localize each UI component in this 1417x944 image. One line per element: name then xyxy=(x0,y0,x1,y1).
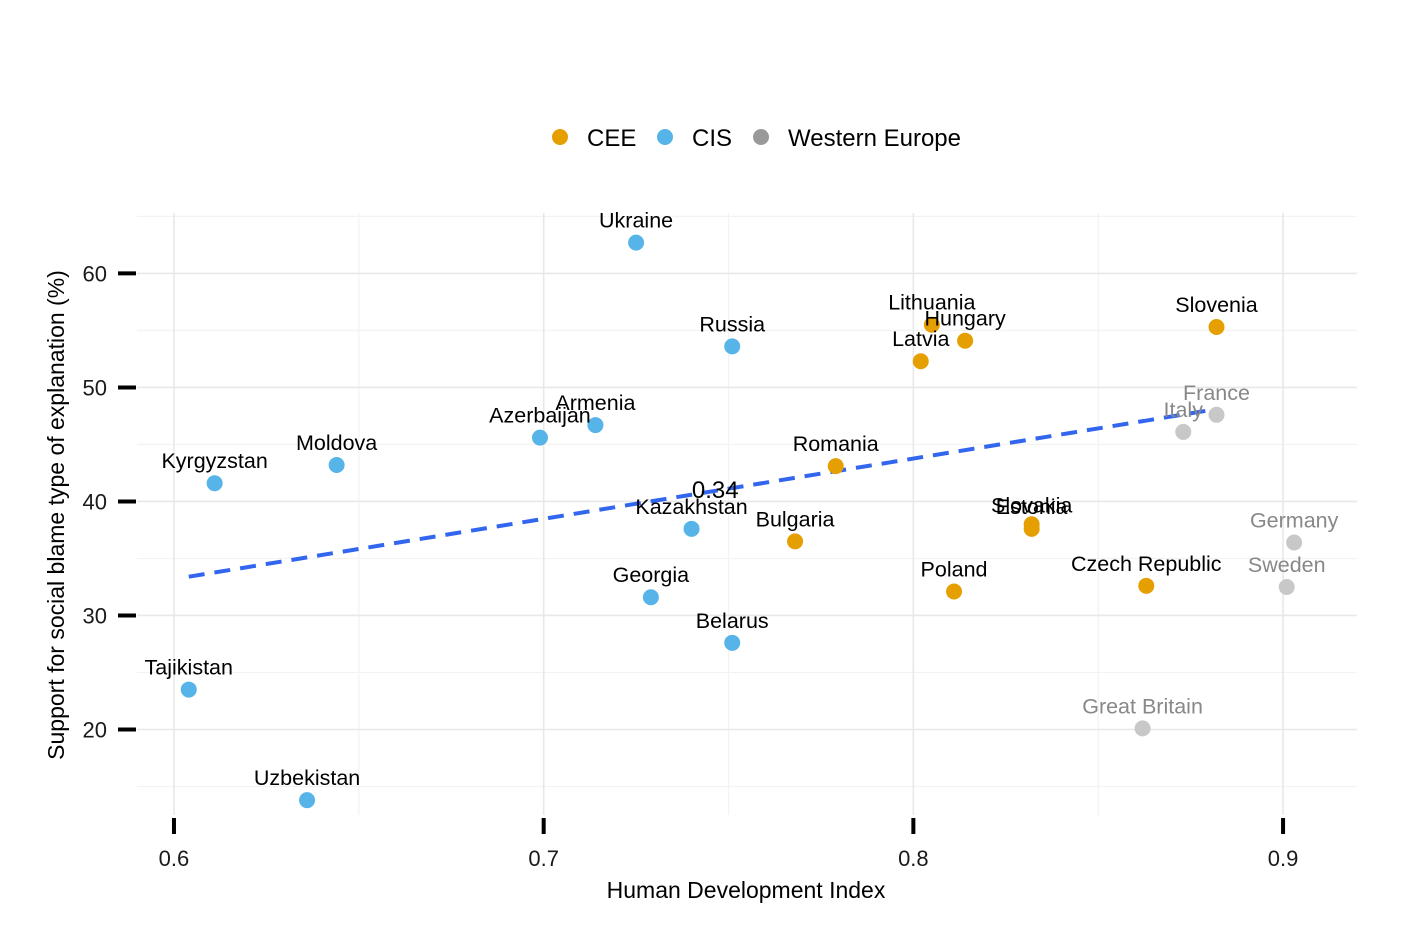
label-czech-republic: Czech Republic xyxy=(1071,552,1222,576)
point-kyrgyzstan xyxy=(206,475,223,492)
grid xyxy=(137,213,1357,815)
data-points xyxy=(180,234,1303,809)
legend-marker-cee xyxy=(552,129,568,145)
point-czech-republic xyxy=(1138,577,1155,594)
legend-label-western-europe: Western Europe xyxy=(788,125,961,152)
y-tick-label: 40 xyxy=(83,489,107,514)
label-estonia: Estonia xyxy=(996,495,1068,519)
point-estonia xyxy=(1023,520,1040,537)
x-axis-title: Human Development Index xyxy=(607,877,886,903)
label-italy: Italy xyxy=(1164,398,1204,422)
label-lithuania: Lithuania xyxy=(888,291,975,315)
label-slovenia: Slovenia xyxy=(1175,293,1258,317)
point-poland xyxy=(946,583,963,600)
point-hungary xyxy=(957,332,974,349)
legend-marker-western-europe xyxy=(753,129,769,145)
label-latvia: Latvia xyxy=(892,327,949,351)
x-tick-label: 0.6 xyxy=(159,846,190,871)
y-axis: 20 30 40 50 60 xyxy=(83,261,136,742)
legend-marker-cis xyxy=(657,129,673,145)
correlation-annotation: 0.34 xyxy=(692,477,739,504)
point-slovenia xyxy=(1208,319,1225,336)
label-bulgaria: Bulgaria xyxy=(756,507,835,531)
y-tick-label: 20 xyxy=(83,717,107,742)
point-kazakhstan xyxy=(683,520,700,537)
point-tajikistan xyxy=(180,681,197,698)
y-tick-label: 50 xyxy=(83,375,107,400)
label-ukraine: Ukraine xyxy=(599,209,673,233)
point-sweden xyxy=(1278,578,1295,595)
label-georgia: Georgia xyxy=(613,563,690,587)
point-azerbaijan xyxy=(531,429,548,446)
point-great-britain xyxy=(1134,720,1151,737)
point-lithuania xyxy=(923,316,940,333)
x-axis: 0.6 0.7 0.8 0.9 xyxy=(159,818,1299,871)
y-tick-label: 30 xyxy=(83,603,107,628)
point-georgia xyxy=(642,589,659,606)
x-tick-label: 0.9 xyxy=(1268,846,1299,871)
point-ukraine xyxy=(628,234,645,251)
label-uzbekistan: Uzbekistan xyxy=(254,766,360,790)
point-france xyxy=(1208,406,1225,423)
annotations: 0.34 xyxy=(692,477,739,504)
legend: CEE CIS Western Europe xyxy=(552,125,961,152)
label-moldova: Moldova xyxy=(296,431,377,455)
label-tajikistan: Tajikistan xyxy=(145,656,233,680)
label-great-britain: Great Britain xyxy=(1082,694,1203,718)
point-armenia xyxy=(587,417,604,434)
point-romania xyxy=(827,458,844,475)
label-kazakhstan: Kazakhstan xyxy=(635,495,747,519)
point-uzbekistan xyxy=(299,792,316,809)
y-axis-title: Support for social blame type of explana… xyxy=(43,270,69,760)
label-slovakia: Slovakia xyxy=(991,493,1072,517)
y-tick-label: 60 xyxy=(83,261,107,286)
point-italy xyxy=(1175,423,1192,440)
label-poland: Poland xyxy=(921,558,988,582)
point-russia xyxy=(724,338,741,355)
label-hungary: Hungary xyxy=(924,307,1006,331)
point-germany xyxy=(1286,534,1303,551)
point-latvia xyxy=(912,353,929,370)
x-tick-label: 0.7 xyxy=(528,846,559,871)
point-bulgaria xyxy=(787,533,804,550)
label-germany: Germany xyxy=(1250,509,1339,533)
label-armenia: Armenia xyxy=(555,391,635,415)
label-russia: Russia xyxy=(699,312,765,336)
point-belarus xyxy=(724,634,741,651)
label-belarus: Belarus xyxy=(696,609,769,633)
label-france: France xyxy=(1183,381,1250,405)
label-azerbaijan: Azerbaijan xyxy=(489,404,591,428)
x-tick-label: 0.8 xyxy=(898,846,929,871)
label-kyrgyzstan: Kyrgyzstan xyxy=(161,449,267,473)
label-romania: Romania xyxy=(793,432,879,456)
trend-line-group xyxy=(188,407,1217,579)
label-sweden: Sweden xyxy=(1248,553,1326,577)
legend-label-cee: CEE xyxy=(587,125,636,152)
trend-line xyxy=(188,407,1217,579)
legend-label-cis: CIS xyxy=(692,125,732,152)
point-moldova xyxy=(328,456,345,473)
